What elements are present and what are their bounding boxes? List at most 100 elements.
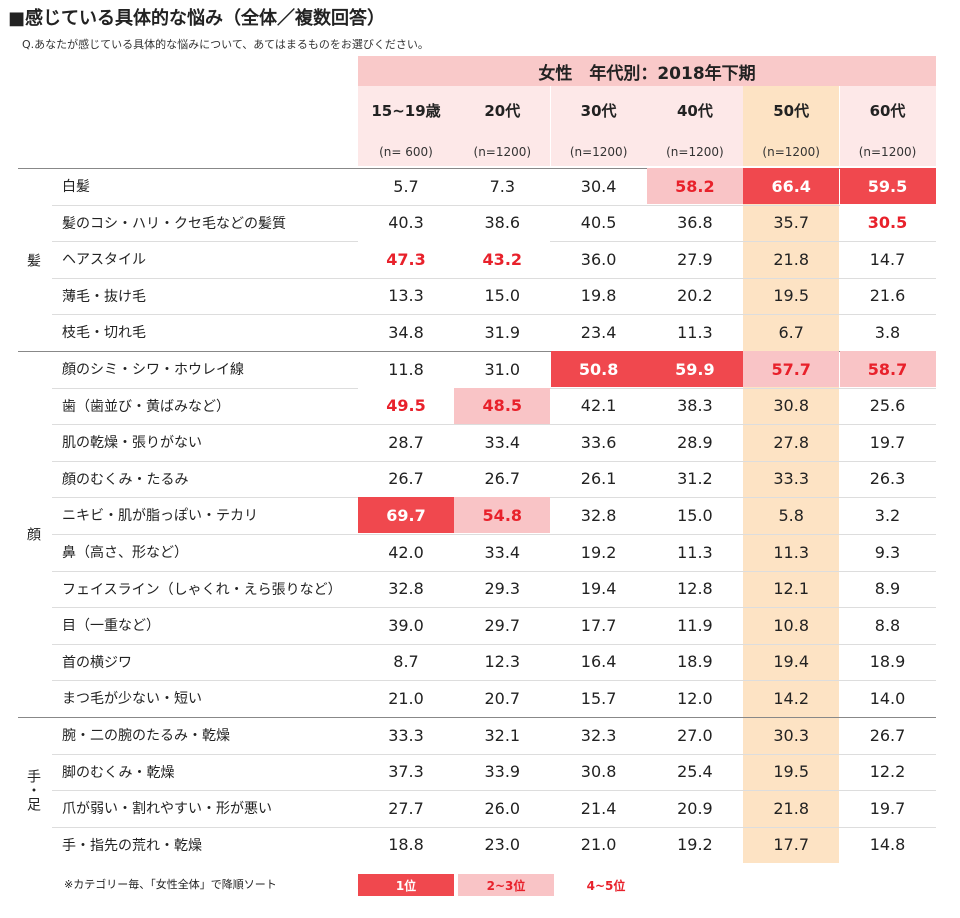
value-cell: 13.3 xyxy=(388,286,424,306)
value-cell: 32.1 xyxy=(484,725,521,745)
row-label: 爪が弱い・割れやすい・形が悪い xyxy=(62,801,272,818)
row-label: 鼻（高さ、形など） xyxy=(62,545,188,561)
question: Q.あなたが感じている具体的な悩みについて、あてはまるものをお選びください。 xyxy=(22,38,429,51)
row-line xyxy=(52,570,936,572)
row-label: 目（一重など） xyxy=(62,618,160,635)
value-cell: 17.7 xyxy=(580,615,617,635)
value-cell: 26.1 xyxy=(580,469,617,489)
value-cell: 28.9 xyxy=(677,432,713,452)
value-cell: 18.9 xyxy=(869,652,906,672)
value-cell: 14.7 xyxy=(869,249,906,269)
value-cell: 25.6 xyxy=(869,396,906,416)
value-cell: 27.0 xyxy=(677,725,713,745)
column-label: 50代 xyxy=(773,102,810,120)
value-cell: 19.5 xyxy=(773,286,809,306)
value-cell: 30.5 xyxy=(839,204,936,241)
value-cell: 37.3 xyxy=(388,762,424,782)
value-cell: 8.7 xyxy=(393,652,419,672)
row-label: 腕・二の腕のたるみ・乾燥 xyxy=(62,728,230,744)
value-cell: 18.8 xyxy=(388,835,424,855)
value-cell: 5.8 xyxy=(778,505,804,525)
value-cell: 21.8 xyxy=(773,798,809,818)
value-cell: 3.2 xyxy=(874,505,901,525)
value-cell: 12.3 xyxy=(484,652,521,672)
value-cell: 19.7 xyxy=(869,432,906,452)
value-cell: 36.8 xyxy=(677,213,713,233)
column-label: 60代 xyxy=(869,102,906,120)
header-bg xyxy=(839,86,936,166)
value-cell: 21.4 xyxy=(580,798,617,818)
value-cell: 19.4 xyxy=(580,579,617,599)
value-cell: 30.8 xyxy=(773,396,809,416)
value-cell: 30.3 xyxy=(773,725,809,745)
value-cell: 54.8 xyxy=(454,497,551,534)
value-cell: 33.6 xyxy=(580,432,617,452)
value-cell: 5.7 xyxy=(393,176,419,196)
value-cell: 47.3 xyxy=(358,241,454,278)
value-cell: 33.9 xyxy=(484,762,521,782)
value-cell: 33.4 xyxy=(484,432,521,452)
value-cell: 31.2 xyxy=(677,469,713,489)
value-cell: 20.7 xyxy=(484,688,521,708)
value-cell: 34.8 xyxy=(388,322,424,342)
value-cell: 57.7 xyxy=(743,351,840,387)
value-cell: 40.3 xyxy=(388,213,424,233)
value-cell: 19.5 xyxy=(773,762,809,782)
value-cell: 20.2 xyxy=(677,286,713,306)
value-cell: 11.3 xyxy=(773,542,809,562)
column-label: 15~19歳 xyxy=(371,102,441,120)
value-cell: 30.4 xyxy=(580,176,617,196)
value-cell: 19.4 xyxy=(773,652,809,672)
row-label: 髪のコシ・ハリ・クセ毛などの髪質 xyxy=(62,215,286,232)
value-cell: 3.8 xyxy=(874,322,901,342)
header-bg xyxy=(454,86,551,166)
value-cell: 15.7 xyxy=(580,688,617,708)
value-cell: 18.9 xyxy=(677,652,713,672)
value-cell: 14.0 xyxy=(869,688,906,708)
value-cell: 19.7 xyxy=(869,798,906,818)
value-cell: 12.2 xyxy=(869,762,906,782)
row-label: ヘアスタイル xyxy=(62,252,146,269)
column-label: 30代 xyxy=(580,102,617,120)
column-n: (n=1200) xyxy=(858,145,917,159)
group-label: 髪 xyxy=(25,252,41,267)
value-cell: 19.8 xyxy=(580,286,617,306)
value-cell: 19.2 xyxy=(580,542,617,562)
value-cell: 32.3 xyxy=(580,725,617,745)
row-line xyxy=(52,277,936,279)
value-cell: 59.5 xyxy=(839,168,936,204)
row-line xyxy=(52,680,936,682)
column-label: 20代 xyxy=(484,102,521,120)
header-bg xyxy=(646,86,743,166)
value-cell: 30.8 xyxy=(580,762,617,782)
row-label: 手・指先の荒れ・乾燥 xyxy=(62,837,202,854)
value-cell: 33.4 xyxy=(484,542,521,562)
value-cell: 8.8 xyxy=(874,615,901,635)
header-bg xyxy=(550,86,647,166)
value-cell: 69.7 xyxy=(358,497,454,534)
row-label: 枝毛・切れ毛 xyxy=(62,325,146,342)
header-band: 女性 年代別：2018年下期 xyxy=(358,56,936,86)
column-label: 40代 xyxy=(676,102,713,120)
column-n: (n=1200) xyxy=(762,145,820,159)
value-cell: 16.4 xyxy=(580,652,617,672)
value-cell: 31.9 xyxy=(484,322,521,342)
value-cell: 6.7 xyxy=(778,322,804,342)
value-cell: 20.9 xyxy=(677,798,713,818)
value-cell: 9.3 xyxy=(874,542,901,562)
value-cell: 26.7 xyxy=(869,725,906,745)
value-cell: 50.8 xyxy=(550,351,647,387)
group-separator xyxy=(18,168,936,169)
value-cell: 28.7 xyxy=(388,432,424,452)
value-cell: 42.0 xyxy=(388,542,424,562)
row-label: 脚のむくみ・乾燥 xyxy=(62,764,175,781)
column-n: (n=1200) xyxy=(569,145,628,159)
value-cell: 15.0 xyxy=(677,505,713,525)
value-cell: 49.5 xyxy=(358,387,454,424)
value-cell: 29.7 xyxy=(484,615,521,635)
group-label: 手・足 xyxy=(25,769,41,812)
value-cell: 21.8 xyxy=(773,249,809,269)
header-bg xyxy=(358,86,454,166)
value-cell: 11.3 xyxy=(677,542,713,562)
value-cell: 36.0 xyxy=(580,249,617,269)
